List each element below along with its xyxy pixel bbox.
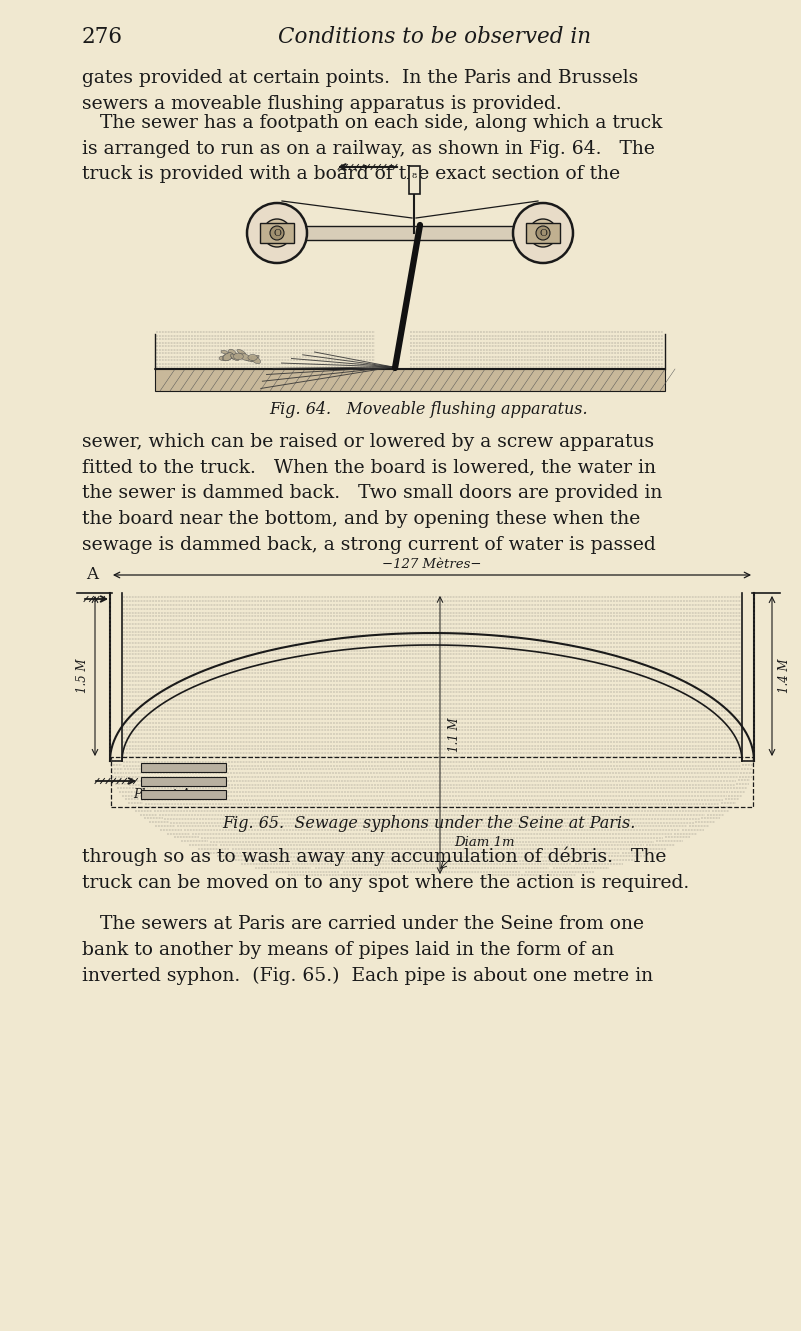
Ellipse shape	[246, 357, 256, 361]
Text: Fig. 64.   Moveable flushing apparatus.: Fig. 64. Moveable flushing apparatus.	[269, 401, 588, 418]
Ellipse shape	[252, 355, 260, 363]
Ellipse shape	[223, 353, 233, 361]
Text: Fig. 65.  Sewage syphons under the Seine at Paris.: Fig. 65. Sewage syphons under the Seine …	[222, 815, 635, 832]
Text: 276: 276	[82, 27, 123, 48]
Text: Plan at A: Plan at A	[133, 788, 191, 801]
Ellipse shape	[231, 354, 239, 361]
Bar	[141, 789, 226, 799]
Text: Diam 1m: Diam 1m	[454, 836, 514, 848]
Ellipse shape	[248, 354, 257, 361]
Ellipse shape	[239, 353, 250, 361]
Text: 1.1 M: 1.1 M	[448, 717, 461, 752]
Ellipse shape	[222, 353, 233, 361]
Ellipse shape	[221, 350, 228, 354]
Circle shape	[247, 204, 307, 264]
Text: O: O	[273, 229, 281, 237]
Ellipse shape	[231, 354, 239, 358]
Text: through so as to wash away any accumulation of débris.   The
truck can be moved : through so as to wash away any accumulat…	[82, 847, 689, 892]
Bar	[141, 776, 226, 785]
Text: The sewer has a footpath on each side, along which a truck
is arranged to run as: The sewer has a footpath on each side, a…	[82, 114, 662, 184]
Text: 1.4 M: 1.4 M	[778, 659, 791, 693]
Circle shape	[270, 226, 284, 240]
Bar	[111, 757, 753, 807]
Circle shape	[529, 220, 557, 248]
Ellipse shape	[229, 354, 236, 358]
Circle shape	[536, 226, 550, 240]
Text: Conditions to be observed in: Conditions to be observed in	[279, 27, 592, 48]
Text: 8: 8	[411, 172, 417, 180]
Text: O: O	[539, 229, 547, 237]
Bar	[283, 226, 537, 240]
Ellipse shape	[219, 357, 226, 361]
Ellipse shape	[237, 350, 246, 355]
Ellipse shape	[231, 355, 239, 359]
Text: −127 Mètres−: −127 Mètres−	[382, 558, 481, 571]
Bar	[155, 369, 665, 391]
Bar	[526, 224, 560, 244]
Text: The sewers at Paris are carried under the Seine from one
bank to another by mean: The sewers at Paris are carried under th…	[82, 914, 653, 985]
Ellipse shape	[251, 355, 259, 362]
Circle shape	[263, 220, 291, 248]
Bar	[409, 166, 420, 194]
Text: 1.5 M: 1.5 M	[76, 659, 89, 693]
Ellipse shape	[234, 353, 244, 359]
Ellipse shape	[228, 349, 236, 357]
Text: gates provided at certain points.  In the Paris and Brussels
sewers a moveable f: gates provided at certain points. In the…	[82, 69, 638, 113]
Text: sewer, which can be raised or lowered by a screw apparatus
fitted to the truck. : sewer, which can be raised or lowered by…	[82, 433, 662, 554]
Bar	[260, 224, 294, 244]
Circle shape	[513, 204, 573, 264]
Text: A: A	[86, 566, 98, 583]
Bar	[141, 763, 226, 772]
